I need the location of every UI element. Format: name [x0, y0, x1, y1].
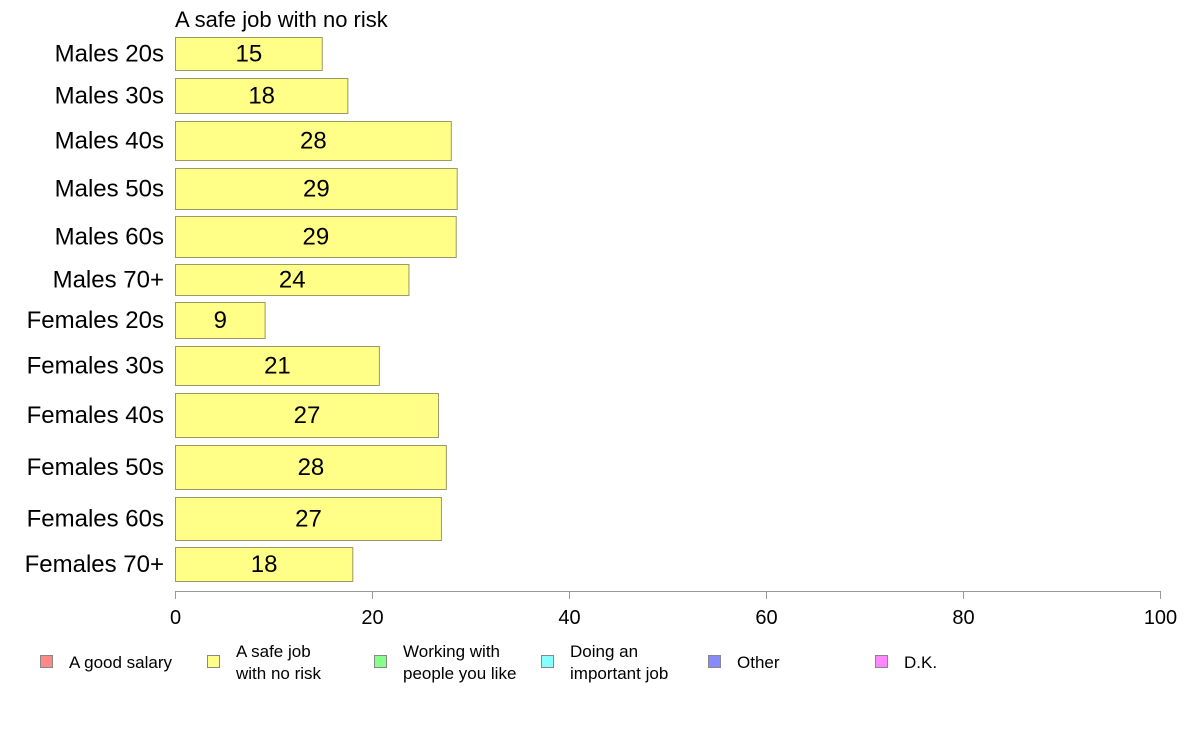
- category-label: Females 60s: [27, 506, 164, 533]
- legend-swatch: [875, 655, 888, 668]
- category-label: Males 20s: [55, 41, 164, 68]
- category-label: Males 70+: [53, 267, 164, 294]
- x-tick-label: 20: [361, 607, 383, 629]
- legend-swatch: [207, 655, 220, 668]
- category-label: Females 30s: [27, 353, 164, 380]
- bar: [175, 121, 452, 161]
- bar-value-label: 15: [236, 41, 263, 68]
- legend-label: important job: [570, 664, 668, 683]
- x-tick-label: 40: [558, 607, 580, 629]
- bar: [175, 264, 410, 296]
- legend-swatch: [541, 655, 554, 668]
- category-label: Males 50s: [55, 176, 164, 203]
- legend-label: Doing an: [570, 642, 638, 661]
- bar: [175, 346, 380, 386]
- legend-label: A safe job: [236, 642, 311, 661]
- category-label: Females 20s: [27, 307, 164, 334]
- category-label: Males 40s: [55, 128, 164, 155]
- legend-swatch: [40, 655, 53, 668]
- x-tick-label: 60: [755, 607, 777, 629]
- bars-layer: Males 20s 15 Males 30s 18 Males 40s 28 Males 5…: [25, 37, 458, 582]
- bar-value-label: 29: [303, 224, 330, 251]
- bar-value-label: 24: [279, 267, 306, 294]
- bar-value-label: 21: [264, 353, 291, 380]
- bar: [175, 497, 442, 541]
- bar: [175, 168, 458, 210]
- bar: [175, 547, 354, 582]
- category-label: Females 50s: [27, 454, 164, 481]
- bar-value-label: 18: [251, 551, 278, 578]
- x-tick-label: 80: [952, 607, 974, 629]
- legend-label: Other: [737, 653, 780, 672]
- category-label: Females 70+: [25, 551, 164, 578]
- legend-swatch: [708, 655, 721, 668]
- x-axis: 0 20 40 60 80 100: [170, 591, 1177, 629]
- bar: [175, 445, 447, 490]
- bar: [175, 393, 439, 438]
- bar-value-label: 27: [294, 402, 321, 429]
- legend-label: with no risk: [235, 664, 322, 683]
- legend-label: Working with: [403, 642, 500, 661]
- bar-value-label: 28: [300, 128, 327, 155]
- legend-label: A good salary: [69, 653, 173, 672]
- bar: [175, 302, 266, 339]
- x-tick-label: 0: [170, 607, 181, 629]
- bar-value-label: 27: [295, 506, 322, 533]
- legend-label: D.K.: [904, 653, 937, 672]
- bar: [175, 216, 457, 258]
- bar-value-label: 28: [298, 454, 325, 481]
- bar-value-label: 9: [214, 307, 227, 334]
- bar: [175, 78, 349, 114]
- category-label: Males 30s: [55, 83, 164, 110]
- x-tick-label: 100: [1144, 607, 1177, 629]
- legend-label: people you like: [403, 664, 516, 683]
- bar-value-label: 29: [303, 176, 330, 203]
- legend: A good salary A safe job with no risk Worki…: [40, 642, 937, 683]
- legend-swatch: [374, 655, 387, 668]
- bar-value-label: 18: [248, 83, 275, 110]
- category-label: Males 60s: [55, 224, 164, 251]
- chart-title: A safe job with no risk: [175, 7, 389, 32]
- bar: [175, 37, 323, 71]
- category-label: Females 40s: [27, 402, 164, 429]
